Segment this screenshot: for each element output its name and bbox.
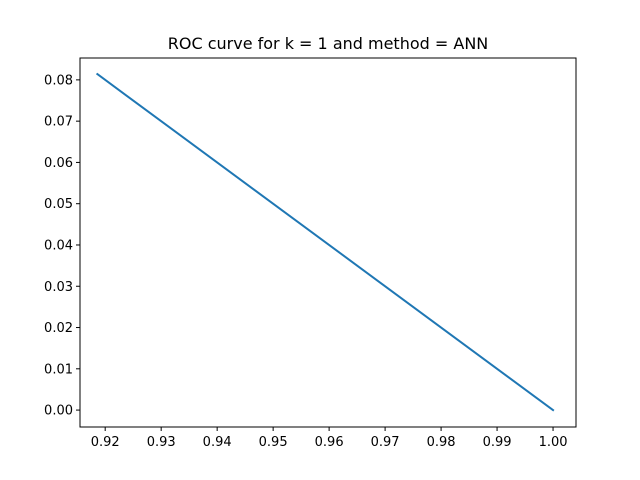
y-tick-label: 0.01	[44, 362, 73, 377]
x-tick-label: 0.97	[371, 435, 400, 450]
y-tick-label: 0.07	[44, 115, 73, 130]
chart-title: ROC curve for k = 1 and method = ANN	[168, 34, 489, 53]
axes-frame	[79, 57, 577, 428]
y-tick-label: 0.08	[44, 73, 73, 88]
x-tick-label: 1.00	[539, 435, 568, 450]
series-layer	[95, 72, 555, 412]
y-tick-label: 0.00	[44, 404, 73, 419]
x-axis: 0.92 0.93 0.94 0.95 0.96 0.97 0.98 0.99 1.00	[91, 427, 568, 450]
y-tick-label: 0.06	[44, 156, 73, 171]
x-tick-label: 0.96	[315, 435, 344, 450]
x-tick-label: 0.93	[147, 435, 176, 450]
y-tick-label: 0.03	[44, 280, 73, 295]
y-tick-label: 0.04	[44, 238, 73, 253]
x-tick-label: 0.92	[91, 435, 120, 450]
x-tick-label: 0.99	[483, 435, 512, 450]
x-tick-label: 0.95	[259, 435, 288, 450]
x-tick-label: 0.94	[203, 435, 232, 450]
y-axis: 0.00 0.01 0.02 0.03 0.04 0.05 0.06 0.07 0.08	[44, 73, 80, 419]
y-tick-label: 0.02	[44, 321, 73, 336]
series-line-0	[95, 72, 555, 412]
x-tick-label: 0.98	[427, 435, 456, 450]
y-tick-label: 0.05	[44, 197, 73, 212]
